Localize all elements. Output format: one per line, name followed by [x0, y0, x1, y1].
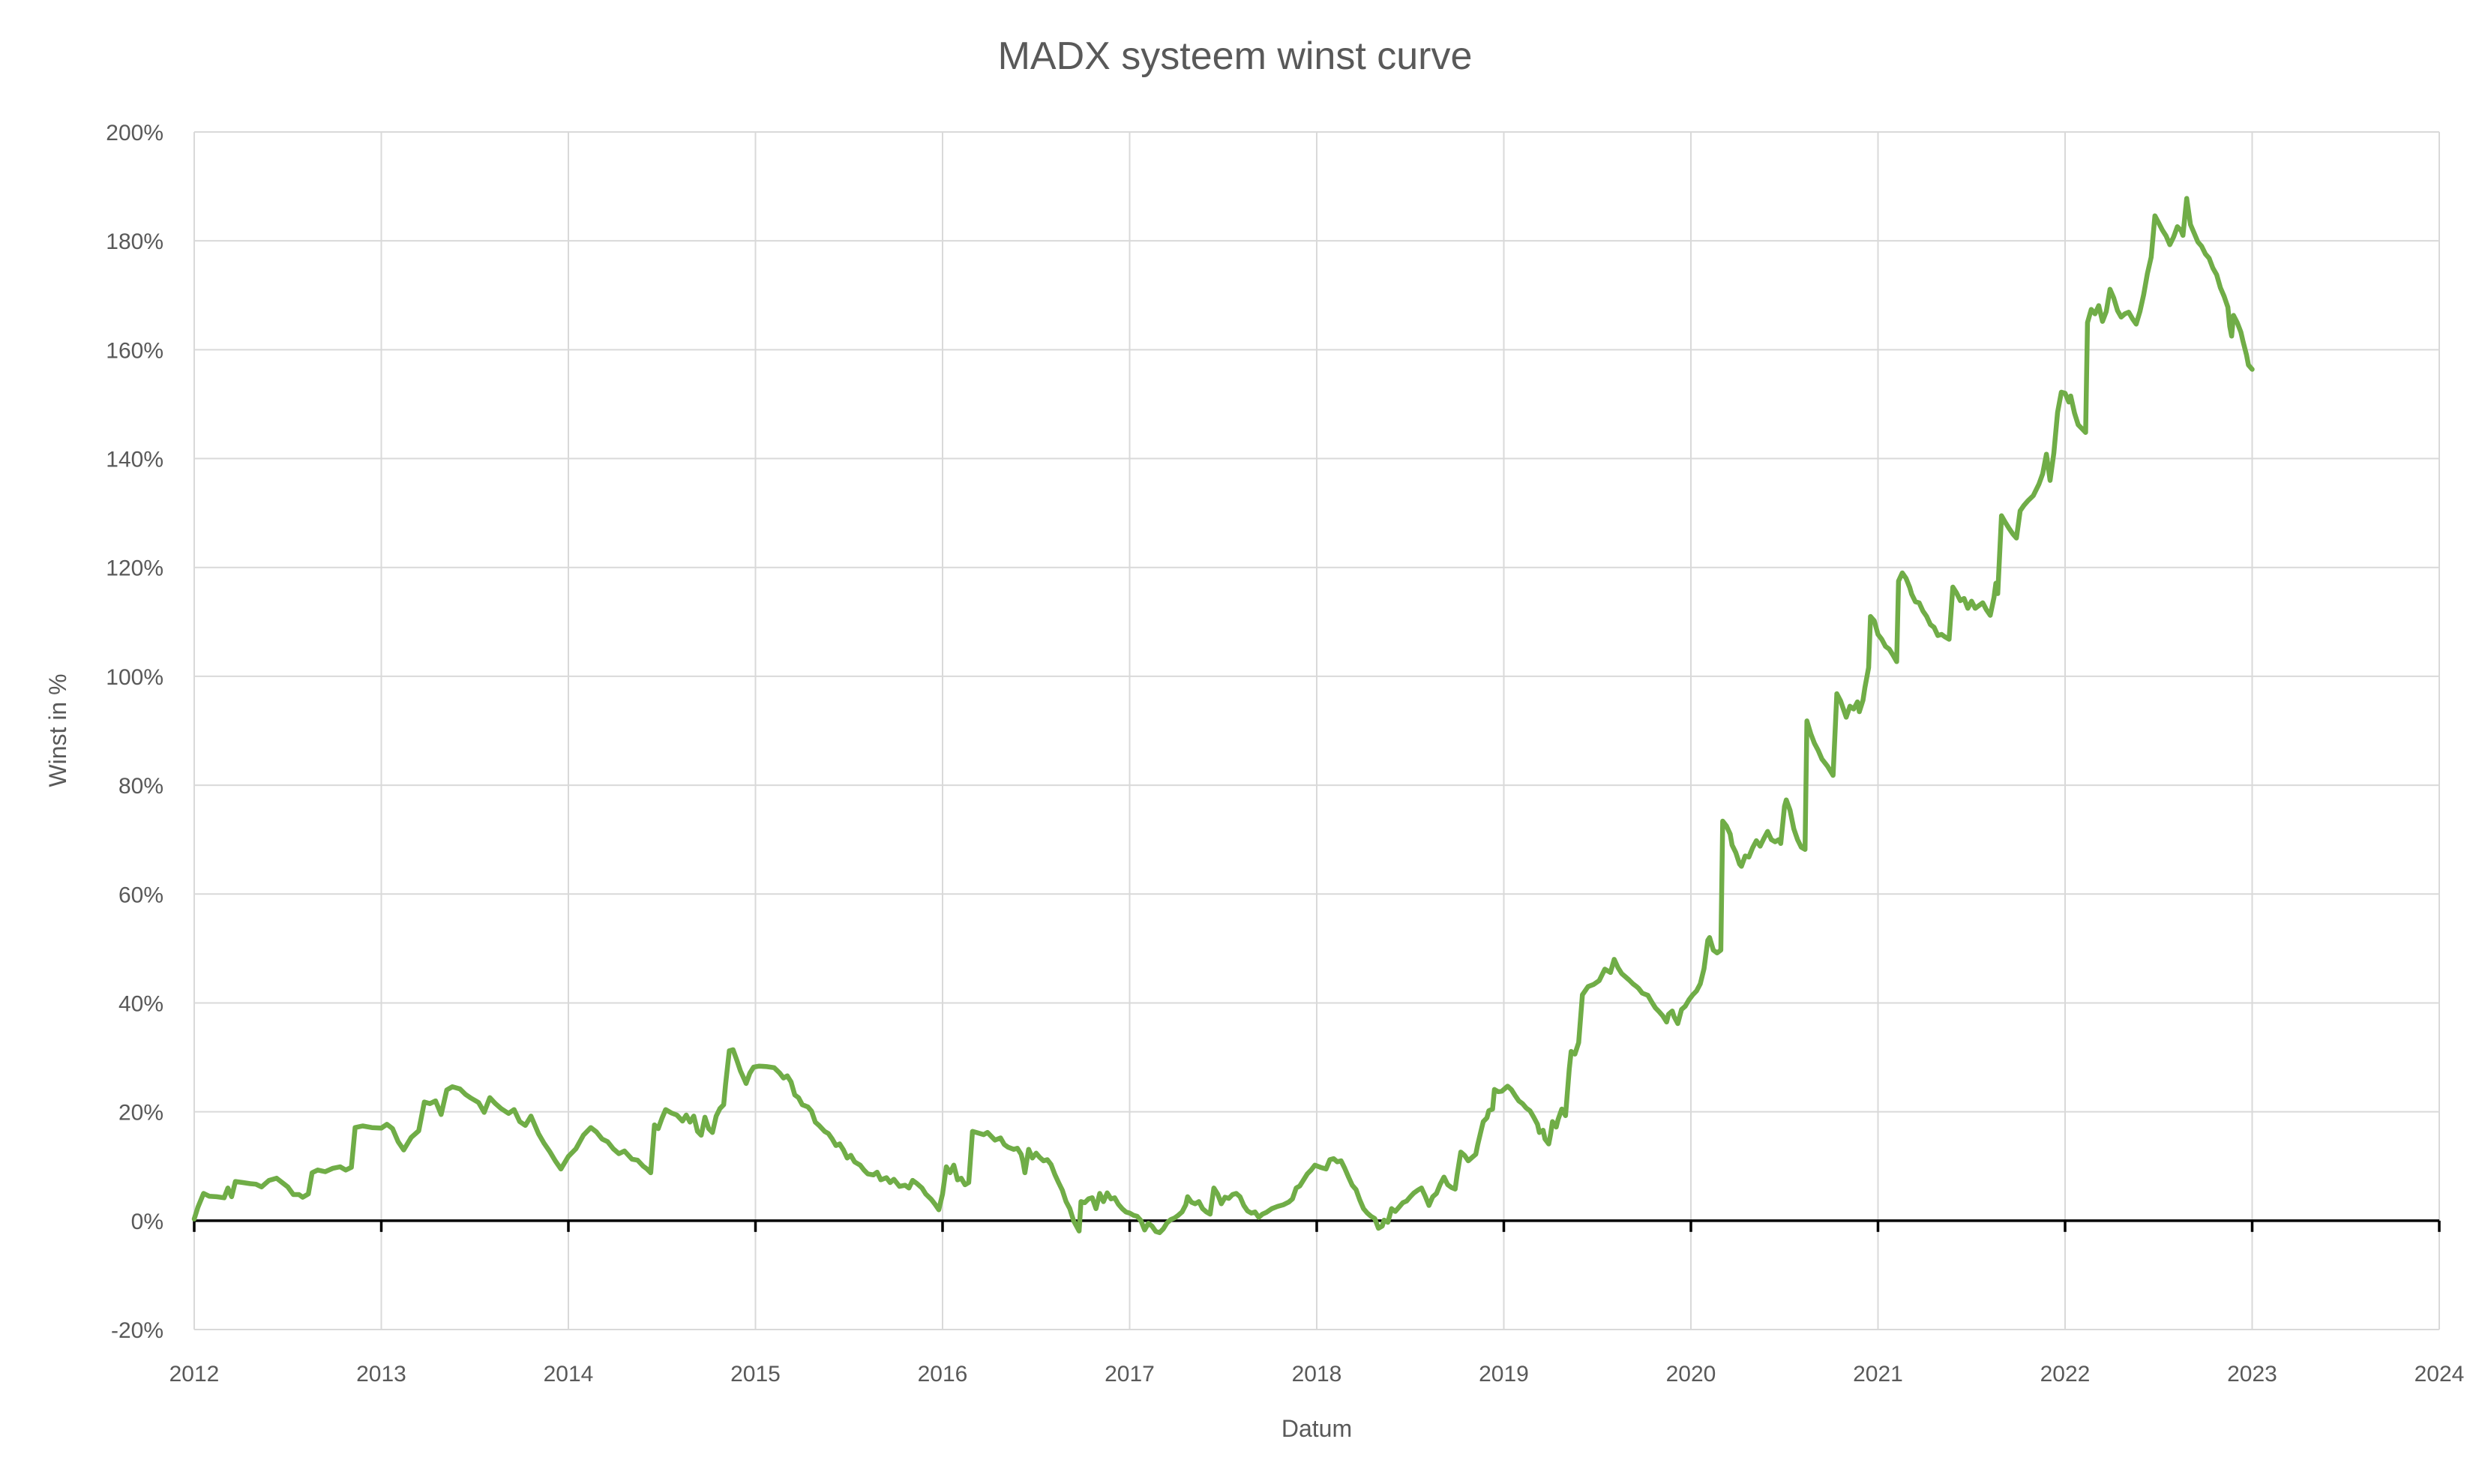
y-tick-label: 0%	[131, 1210, 163, 1234]
equity-curve-line	[191, 196, 2255, 1236]
y-tick-label: 100%	[106, 665, 163, 690]
y-tick-label: 180%	[106, 229, 163, 254]
y-tick-label: 20%	[118, 1101, 163, 1126]
x-tick-label: 2018	[1292, 1362, 1342, 1387]
x-tick-label: 2023	[2227, 1362, 2277, 1387]
y-tick-label: 40%	[118, 991, 163, 1016]
x-tick-label: 2017	[1105, 1362, 1155, 1387]
x-axis-title: Datum	[1281, 1415, 1352, 1442]
y-axis-title: Winst in %	[44, 673, 71, 787]
x-tick-label: 2024	[2415, 1362, 2465, 1387]
y-tick-label: 160%	[106, 338, 163, 363]
x-tick-label: 2015	[730, 1362, 781, 1387]
x-tick-label: 2012	[169, 1362, 220, 1387]
x-tick-label: 2019	[1479, 1362, 1529, 1387]
x-tick-label: 2022	[2040, 1362, 2091, 1387]
y-tick-label: 140%	[106, 448, 163, 472]
y-tick-label: 120%	[106, 556, 163, 581]
chart-title: MADX systeem winst curve	[998, 34, 1473, 78]
axis-tick-labels: 2012 2013 2014 2015 2016 2017 2018 2019 2020 2021…	[106, 121, 2464, 1387]
y-tick-label: 200%	[106, 121, 163, 145]
x-tick-label: 2013	[356, 1362, 406, 1387]
x-axis-zero-line	[193, 1219, 2441, 1232]
x-tick-label: 2014	[544, 1362, 594, 1387]
y-tick-label: -20%	[111, 1318, 163, 1343]
x-tick-label: 2020	[1666, 1362, 1716, 1387]
y-tick-label: 60%	[118, 883, 163, 907]
gridlines	[193, 131, 2440, 1330]
x-tick-label: 2016	[918, 1362, 968, 1387]
y-tick-label: 80%	[118, 774, 163, 799]
x-tick-label: 2021	[1853, 1362, 1903, 1387]
